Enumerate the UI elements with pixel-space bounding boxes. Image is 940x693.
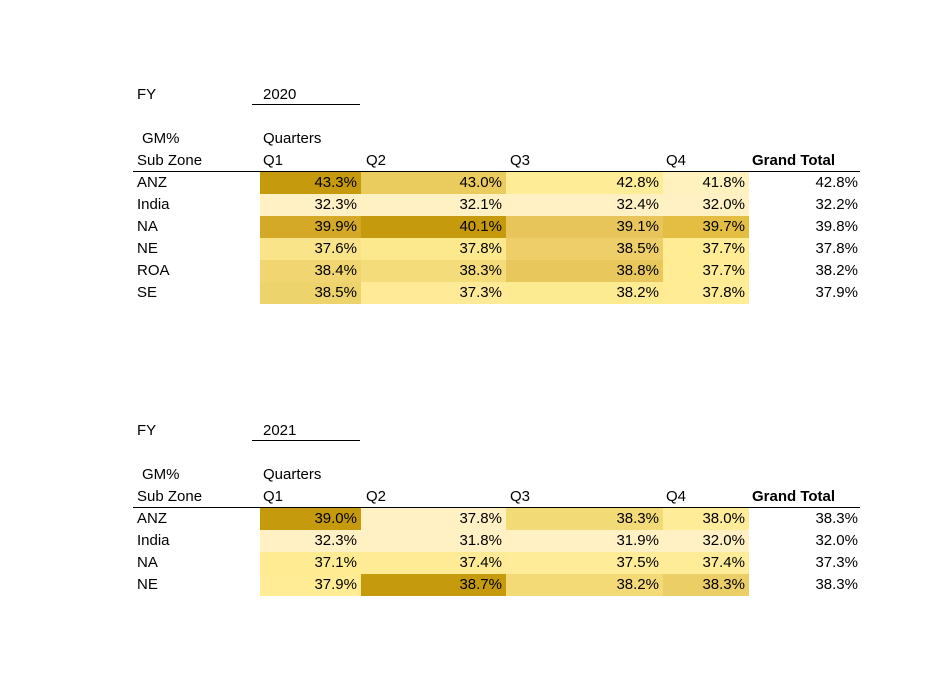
row-label[interactable]: ROA (137, 262, 170, 279)
value-cell-q4[interactable]: 37.8% (663, 282, 749, 304)
measure-label: GM% (142, 130, 180, 147)
row-label[interactable]: NA (137, 554, 158, 571)
column-header-q4[interactable]: Q4 (666, 488, 687, 505)
row-label[interactable]: NE (137, 576, 158, 593)
grand-total-cell[interactable]: 37.8% (815, 240, 858, 257)
value-cell-q2[interactable]: 43.0% (361, 172, 506, 194)
grand-total-cell[interactable]: 39.8% (815, 218, 858, 235)
grand-total-cell[interactable]: 38.3% (815, 510, 858, 527)
value-cell-q4[interactable]: 38.3% (663, 574, 749, 596)
row-header[interactable]: Sub Zone (137, 152, 203, 169)
column-header-q2[interactable]: Q2 (366, 488, 387, 505)
value-cell-q3[interactable]: 32.4% (506, 194, 663, 216)
row-label[interactable]: India (137, 532, 170, 549)
value-cell-q1[interactable]: 32.3% (260, 194, 361, 216)
value-cell-q3[interactable]: 38.3% (506, 508, 663, 530)
grand-total-cell[interactable]: 37.9% (815, 284, 858, 301)
header-underline (133, 507, 860, 508)
value-cell-q2[interactable]: 37.3% (361, 282, 506, 304)
filter-underline (252, 104, 360, 105)
value-cell-q3[interactable]: 38.2% (506, 282, 663, 304)
value-cell-q1[interactable]: 38.4% (260, 260, 361, 282)
grand-total-header: Grand Total (752, 152, 836, 169)
value-cell-q2[interactable]: 32.1% (361, 194, 506, 216)
row-label[interactable]: India (137, 196, 170, 213)
value-cell-q1[interactable]: 32.3% (260, 530, 361, 552)
row-label[interactable]: NE (137, 240, 158, 257)
row-label[interactable]: NA (137, 218, 158, 235)
value-cell-q3[interactable]: 37.5% (506, 552, 663, 574)
row-label[interactable]: ANZ (137, 510, 167, 527)
value-cell-q4[interactable]: 37.7% (663, 238, 749, 260)
grand-total-cell[interactable]: 38.2% (815, 262, 858, 279)
value-cell-q3[interactable]: 42.8% (506, 172, 663, 194)
grand-total-cell[interactable]: 37.3% (815, 554, 858, 571)
value-cell-q1[interactable]: 37.9% (260, 574, 361, 596)
value-cell-q2[interactable]: 38.3% (361, 260, 506, 282)
value-cell-q3[interactable]: 38.5% (506, 238, 663, 260)
grand-total-header: Grand Total (752, 488, 836, 505)
column-header-q3[interactable]: Q3 (510, 488, 531, 505)
value-cell-q2[interactable]: 37.8% (361, 508, 506, 530)
grand-total-cell[interactable]: 42.8% (815, 174, 858, 191)
column-header-q3[interactable]: Q3 (510, 152, 531, 169)
value-cell-q1[interactable]: 37.1% (260, 552, 361, 574)
value-cell-q4[interactable]: 37.4% (663, 552, 749, 574)
value-cell-q4[interactable]: 41.8% (663, 172, 749, 194)
value-cell-q4[interactable]: 37.7% (663, 260, 749, 282)
value-cell-q3[interactable]: 39.1% (506, 216, 663, 238)
value-cell-q4[interactable]: 32.0% (663, 530, 749, 552)
value-cell-q1[interactable]: 39.0% (260, 508, 361, 530)
column-header-q1[interactable]: Q1 (263, 488, 284, 505)
column-group-label[interactable]: Quarters (263, 466, 322, 483)
value-cell-q4[interactable]: 39.7% (663, 216, 749, 238)
value-cell-q3[interactable]: 38.8% (506, 260, 663, 282)
grand-total-cell[interactable]: 32.0% (815, 532, 858, 549)
value-cell-q2[interactable]: 40.1% (361, 216, 506, 238)
row-label[interactable]: ANZ (137, 174, 167, 191)
value-cell-q1[interactable]: 37.6% (260, 238, 361, 260)
value-cell-q2[interactable]: 37.8% (361, 238, 506, 260)
value-cell-q3[interactable]: 31.9% (506, 530, 663, 552)
header-underline (133, 171, 860, 172)
grand-total-cell[interactable]: 38.3% (815, 576, 858, 593)
fy-value[interactable]: 2021 (263, 422, 297, 439)
fy-label: FY (137, 422, 157, 439)
column-header-q4[interactable]: Q4 (666, 152, 687, 169)
fy-value[interactable]: 2020 (263, 86, 297, 103)
value-cell-q3[interactable]: 38.2% (506, 574, 663, 596)
row-header[interactable]: Sub Zone (137, 488, 203, 505)
value-cell-q4[interactable]: 38.0% (663, 508, 749, 530)
filter-underline (252, 440, 360, 441)
value-cell-q2[interactable]: 37.4% (361, 552, 506, 574)
column-group-label[interactable]: Quarters (263, 130, 322, 147)
column-header-q2[interactable]: Q2 (366, 152, 387, 169)
value-cell-q2[interactable]: 31.8% (361, 530, 506, 552)
grand-total-cell[interactable]: 32.2% (815, 196, 858, 213)
fy-label: FY (137, 86, 157, 103)
value-cell-q2[interactable]: 38.7% (361, 574, 506, 596)
row-label[interactable]: SE (137, 284, 158, 301)
value-cell-q1[interactable]: 38.5% (260, 282, 361, 304)
value-cell-q1[interactable]: 39.9% (260, 216, 361, 238)
value-cell-q1[interactable]: 43.3% (260, 172, 361, 194)
value-cell-q4[interactable]: 32.0% (663, 194, 749, 216)
column-header-q1[interactable]: Q1 (263, 152, 284, 169)
measure-label: GM% (142, 466, 180, 483)
